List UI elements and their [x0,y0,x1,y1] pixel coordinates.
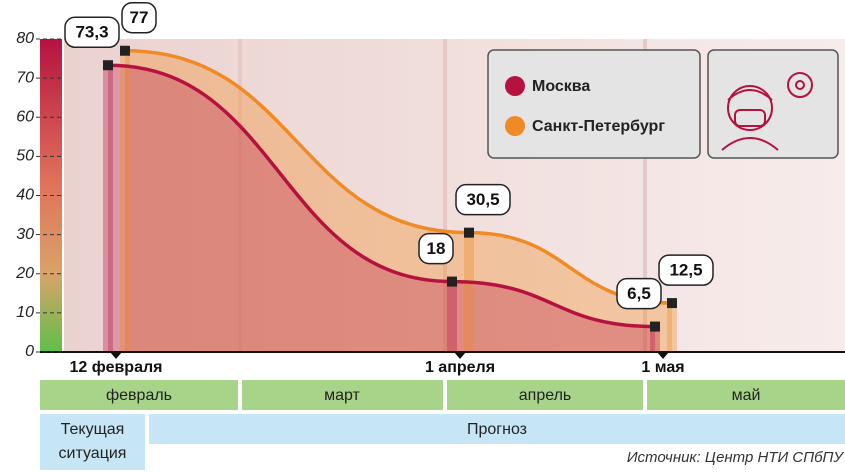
data-label: 77 [130,8,149,27]
chart: 73,3186,57730,512,5 февраль март апрель … [0,0,845,472]
data-label: 30,5 [466,190,499,209]
point [667,298,677,308]
legend-label: Москва [532,78,590,95]
data-label: 73,3 [75,23,108,42]
month-label: май [732,387,761,404]
y-tick-label: 40 [16,187,34,204]
x-tick-label: 1 мая [641,359,684,376]
y-tick-label: 60 [16,108,34,125]
period-label-box: Текущая ситуация [40,414,145,470]
value-column [667,303,677,352]
legend-marker [505,116,525,136]
value-column [103,65,113,352]
x-tick-label: 12 февраля [70,359,163,376]
x-tick-label: 1 апреля [425,359,495,376]
point [650,322,660,332]
point [120,46,130,56]
point [103,60,113,70]
legend-label: Санкт-Петербург [532,118,665,135]
month-label: апрель [519,387,572,404]
y-tick-label: 20 [15,265,34,282]
x-tick [657,352,669,359]
y-tick-label: 70 [16,69,34,86]
month-label: февраль [106,387,172,404]
x-tick [454,352,466,359]
legend [488,50,700,158]
data-label: 18 [427,239,446,258]
source: Источник: Центр НТИ СПбПУ [627,449,845,466]
legend-marker [505,76,525,96]
y-tick-label: 0 [25,343,34,360]
value-column [447,282,457,352]
y-tick-label: 30 [16,226,34,243]
y-tick-label: 10 [16,304,34,321]
y-tick-label: 50 [16,148,34,165]
period-label: Текущая ситуация [40,414,145,466]
value-column [464,233,474,352]
month-label: март [324,387,360,404]
x-tick [110,352,122,359]
data-label: 12,5 [669,261,702,280]
value-column [120,51,130,352]
point [464,228,474,238]
y-tick-label: 80 [16,30,34,47]
data-label: 6,5 [627,284,651,303]
point [447,277,457,287]
period-label: Прогноз [467,421,527,438]
